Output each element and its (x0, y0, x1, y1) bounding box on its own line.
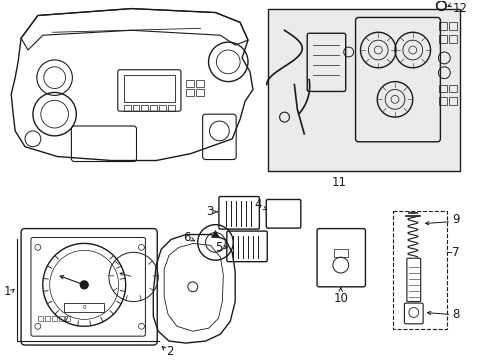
Bar (132, 105, 139, 111)
Bar (185, 90, 193, 96)
Text: 12: 12 (451, 2, 467, 15)
Bar (439, 85, 447, 93)
Bar (45, 316, 50, 321)
Bar (52, 316, 57, 321)
Text: 9: 9 (451, 213, 459, 226)
Text: 10: 10 (333, 292, 347, 305)
Text: 6: 6 (183, 231, 190, 244)
Bar (448, 22, 456, 30)
Bar (159, 105, 166, 111)
Bar (439, 22, 447, 30)
Text: 4: 4 (254, 198, 261, 211)
Text: 11: 11 (330, 176, 346, 189)
Bar (59, 316, 63, 321)
Bar (448, 98, 456, 105)
Text: 7: 7 (451, 246, 459, 259)
Text: 3: 3 (205, 205, 213, 218)
Text: 5: 5 (215, 241, 222, 254)
Bar (333, 249, 347, 257)
Bar (448, 85, 456, 93)
Polygon shape (211, 231, 219, 238)
Bar (141, 105, 148, 111)
Bar (65, 316, 70, 321)
Bar (168, 105, 175, 111)
Text: 8: 8 (451, 308, 459, 321)
Bar (185, 80, 193, 86)
Bar (195, 80, 203, 86)
Bar (439, 35, 447, 43)
Bar (195, 90, 203, 96)
Bar (267, 9, 459, 171)
Bar (123, 75, 175, 102)
Text: 2: 2 (166, 346, 173, 359)
Text: 0: 0 (82, 305, 86, 310)
Bar (439, 98, 447, 105)
Bar (38, 316, 43, 321)
Bar (392, 211, 447, 329)
Bar (150, 105, 157, 111)
Text: 1: 1 (4, 285, 11, 298)
Circle shape (80, 281, 88, 289)
Bar (64, 303, 104, 312)
Bar (123, 105, 130, 111)
Bar (448, 35, 456, 43)
